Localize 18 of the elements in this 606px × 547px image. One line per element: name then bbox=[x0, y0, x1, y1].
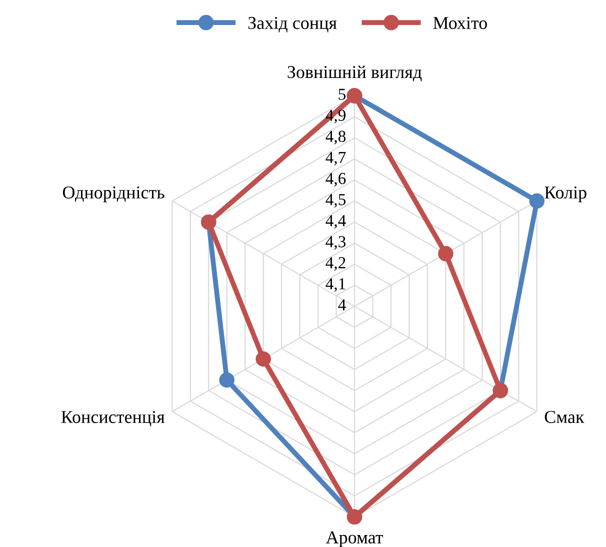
spoke-label: Смак bbox=[544, 410, 584, 424]
y-tick-label: 4,8 bbox=[326, 130, 346, 144]
y-tick-label: 4,1 bbox=[326, 278, 346, 292]
spoke-label: Консистенція bbox=[61, 410, 165, 426]
spoke-label: Колір bbox=[544, 186, 586, 202]
spoke-label: Однорідність bbox=[62, 186, 164, 202]
y-tick-label: 4,4 bbox=[326, 215, 346, 229]
y-tick-label: 4,7 bbox=[326, 152, 346, 166]
spoke-label: Зовнішній вигляд bbox=[288, 66, 422, 82]
legend-label: Мохіто bbox=[433, 16, 487, 30]
y-tick-label: 4 bbox=[338, 299, 346, 310]
spoke-label: Аромат bbox=[326, 531, 383, 547]
y-tick-label: 4,5 bbox=[326, 194, 346, 208]
legend-label: Захід сонця bbox=[248, 16, 337, 32]
y-tick-label: 4,2 bbox=[326, 257, 346, 271]
y-tick-label: 5 bbox=[338, 88, 346, 100]
y-tick-label: 4,6 bbox=[326, 172, 346, 187]
y-tick-label: 4,3 bbox=[326, 236, 346, 250]
